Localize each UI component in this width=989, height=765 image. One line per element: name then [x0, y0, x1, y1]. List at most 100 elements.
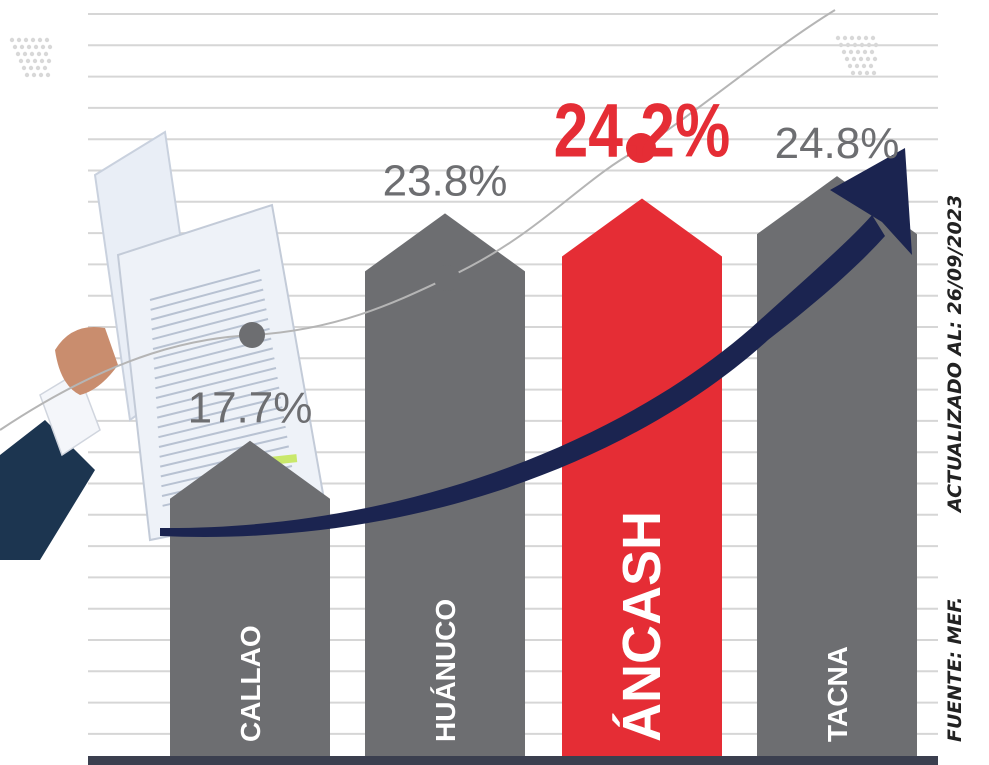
pattern-dot	[849, 35, 855, 41]
pattern-dot	[28, 65, 34, 71]
pattern-dot	[835, 35, 841, 41]
category-label: HUÁNUCO	[430, 599, 461, 742]
value-labels: 17.7% 23.8% 24.2% 24.8%	[188, 88, 900, 433]
pattern-dot	[863, 35, 869, 41]
pattern-dot	[869, 49, 875, 55]
news-line	[158, 416, 285, 448]
pattern-dot	[25, 58, 31, 64]
suit-sleeve	[0, 420, 95, 560]
arrow-head	[830, 148, 912, 255]
pattern-dot	[31, 72, 37, 78]
pattern-dot	[856, 35, 862, 41]
bar-huánuco	[365, 213, 525, 756]
pattern-dot	[842, 35, 848, 41]
pattern-dot	[866, 42, 872, 48]
pattern-dot	[38, 72, 44, 78]
pattern-dot	[15, 51, 21, 57]
pattern-dot	[18, 58, 24, 64]
category-labels: CALLAO HUÁNUCO ÁNCASH TACNA	[235, 511, 853, 742]
trend-dot	[239, 322, 265, 348]
pattern-dot	[873, 42, 879, 48]
pattern-dot	[16, 37, 22, 43]
pattern-dot	[859, 42, 865, 48]
hand	[55, 326, 118, 395]
news-line	[155, 367, 277, 399]
news-line	[156, 376, 278, 409]
pattern-dot	[858, 56, 864, 62]
pattern-dot	[855, 49, 861, 55]
pattern-dot	[26, 44, 32, 50]
pattern-dot	[862, 49, 868, 55]
news-line	[158, 406, 283, 439]
news-line	[154, 347, 274, 380]
pattern-dot	[32, 58, 38, 64]
pattern-dot	[861, 63, 867, 69]
pattern-dot	[844, 56, 850, 62]
news-line	[151, 298, 266, 331]
pattern-dot	[9, 37, 15, 43]
pattern-dot	[24, 72, 30, 78]
pattern-dot	[872, 56, 878, 62]
pattern-dot	[30, 37, 36, 43]
pattern-dot	[857, 70, 863, 76]
value-label: 24.8%	[775, 119, 900, 168]
value-label: 23.8%	[383, 156, 508, 205]
pattern-dot	[854, 63, 860, 69]
arrow-shaft	[160, 215, 885, 537]
pattern-dot	[23, 37, 29, 43]
bars-group	[170, 176, 917, 757]
news-line	[152, 308, 267, 341]
pattern-dot	[870, 35, 876, 41]
pattern-dot	[12, 44, 18, 50]
pattern-dot	[33, 44, 39, 50]
dot-pattern-right	[835, 35, 879, 76]
pattern-dot	[848, 49, 854, 55]
pattern-dot	[845, 42, 851, 48]
news-line	[159, 425, 286, 458]
source-note: FUENTE: MEF.	[944, 596, 966, 742]
news-line	[149, 269, 261, 301]
pattern-dot	[46, 58, 52, 64]
pattern-dot	[43, 51, 49, 57]
pattern-dot	[850, 70, 856, 76]
pattern-dot	[847, 63, 853, 69]
pattern-dot	[42, 65, 48, 71]
pattern-dot	[21, 65, 27, 71]
trend-dots	[239, 133, 656, 348]
value-label: 17.7%	[188, 384, 313, 433]
pattern-dot	[865, 56, 871, 62]
trend-dot	[626, 133, 656, 163]
dot-pattern-left	[9, 37, 53, 78]
pattern-dot	[851, 56, 857, 62]
pattern-dot	[868, 63, 874, 69]
category-label: TACNA	[822, 646, 853, 742]
news-line	[155, 357, 275, 390]
bar-callao	[170, 440, 330, 756]
news-line	[150, 278, 262, 311]
trend-arrow	[160, 148, 912, 537]
pattern-dot	[29, 51, 35, 57]
category-label: CALLAO	[235, 625, 266, 742]
pattern-dot	[36, 51, 42, 57]
value-label: 24.2%	[554, 88, 731, 173]
pattern-dot	[22, 51, 28, 57]
category-label: ÁNCASH	[612, 511, 672, 742]
updated-note: ACTUALIZADO AL: 26/09/2023	[944, 194, 966, 512]
pattern-dot	[841, 49, 847, 55]
pattern-dot	[852, 42, 858, 48]
pattern-dot	[37, 37, 43, 43]
pattern-dot	[838, 42, 844, 48]
bar-áncash	[562, 198, 722, 757]
pattern-dot	[47, 44, 53, 50]
news-line	[157, 396, 282, 429]
pattern-dot	[45, 72, 51, 78]
bar-tacna	[757, 176, 917, 756]
news-line	[159, 435, 288, 468]
pattern-dot	[19, 44, 25, 50]
news-line	[156, 386, 280, 419]
pattern-dot	[35, 65, 41, 71]
pattern-dot	[40, 44, 46, 50]
trend-dot	[434, 265, 460, 291]
